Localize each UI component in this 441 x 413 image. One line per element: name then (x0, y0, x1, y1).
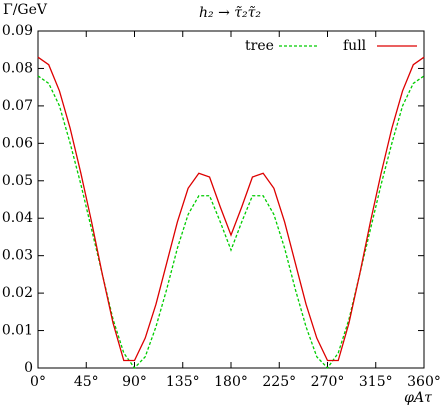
x-tick-label: 180° (214, 374, 248, 390)
y-tick-label: 0.05 (2, 173, 33, 189)
data-line (37, 56, 425, 362)
legend-label: full (343, 38, 367, 54)
x-tick-label: 135° (166, 374, 200, 390)
x-tick-label: 45° (74, 374, 99, 390)
x-tick-label: 0° (30, 374, 46, 390)
y-tick-label: 0.01 (2, 323, 33, 339)
x-tick-label: 360° (407, 374, 441, 390)
x-tick-label: 270° (311, 374, 345, 390)
y-tick-label: 0.03 (2, 248, 33, 264)
x-tick-label: 90° (122, 374, 147, 390)
chart-title: h₂ → τ̃₂τ̃₂ (199, 5, 261, 21)
plot-frame (37, 30, 425, 369)
y-tick-label: 0.07 (2, 98, 33, 114)
x-axis-label: φAτ (404, 390, 432, 406)
legend-label: tree (245, 38, 274, 54)
y-tick-label: 0 (24, 360, 33, 376)
y-tick-label: 0.04 (2, 210, 33, 226)
y-tick-label: 0.02 (2, 285, 33, 301)
y-tick-label: 0.06 (2, 135, 33, 151)
y-tick-label: 0.09 (2, 23, 33, 39)
y-tick-label: 0.08 (2, 60, 33, 76)
x-tick-label: 225° (262, 374, 296, 390)
data-line (37, 75, 425, 370)
x-tick-label: 315° (359, 374, 393, 390)
y-axis-label: Γ/GeV (3, 2, 48, 18)
